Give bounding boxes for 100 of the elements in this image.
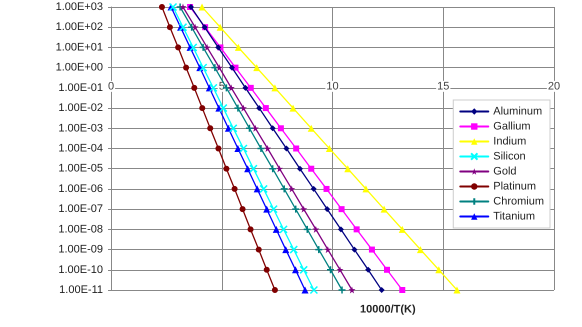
y-tick-label: 1.00E-06 [58, 182, 103, 195]
point [292, 266, 300, 274]
point [384, 266, 390, 273]
legend-label: Aluminum [493, 106, 542, 118]
point [215, 146, 222, 152]
point [399, 287, 406, 293]
point [283, 146, 290, 152]
point [310, 286, 318, 294]
point [303, 225, 312, 234]
point [299, 266, 308, 274]
point [183, 64, 190, 71]
point [416, 246, 424, 254]
point [290, 104, 297, 112]
point [272, 287, 278, 293]
point [310, 186, 317, 192]
point [280, 184, 288, 194]
point [279, 225, 288, 234]
x-tick-label: 15 [437, 80, 450, 92]
point [234, 104, 242, 112]
point [259, 184, 268, 194]
legend-label: Chromium [493, 196, 544, 208]
point [326, 266, 335, 274]
point [166, 24, 173, 30]
point [453, 286, 460, 294]
point [276, 165, 284, 172]
point [245, 124, 254, 133]
y-tick-label: 1.00E-10 [58, 264, 103, 276]
y-tick-label: 1.00E-11 [59, 284, 103, 296]
point [232, 186, 238, 192]
point [272, 226, 280, 233]
point [178, 22, 188, 32]
point [368, 246, 375, 253]
point [228, 84, 235, 92]
point [198, 4, 206, 10]
y-tick-label: 1.00E+00 [56, 62, 103, 74]
y-tick-label: 1.00E+01 [56, 41, 103, 54]
point [380, 206, 388, 213]
point [398, 226, 406, 233]
point [199, 105, 206, 112]
point [338, 226, 344, 232]
point [168, 2, 178, 12]
y-tick-label: 1.00E-02 [58, 102, 103, 114]
point [336, 266, 344, 274]
point [312, 226, 320, 233]
point [344, 165, 352, 172]
point [271, 84, 278, 92]
point [240, 206, 246, 212]
y-tick-label: 1.00E-05 [58, 162, 103, 175]
point [314, 245, 324, 254]
point [268, 164, 277, 173]
point [229, 124, 238, 133]
point [293, 146, 300, 152]
point [207, 125, 214, 132]
point [248, 226, 254, 232]
point [191, 84, 198, 91]
point [198, 63, 208, 72]
point [248, 84, 254, 91]
legend-label: Platinum [493, 180, 536, 192]
x-tick-label: 20 [548, 80, 560, 92]
point [348, 286, 356, 294]
y-tick-label: 1.00E+03 [56, 1, 103, 13]
point [264, 266, 270, 273]
point [324, 206, 330, 212]
point [256, 105, 262, 112]
point [324, 186, 330, 192]
point [362, 185, 370, 192]
point [240, 104, 247, 112]
point [289, 245, 298, 254]
point [249, 164, 258, 173]
point [228, 64, 235, 71]
y-tick-label: 1.00E+02 [56, 21, 103, 34]
legend-label: Gallium [493, 120, 531, 132]
point [175, 44, 182, 50]
point [288, 185, 296, 192]
point [300, 206, 308, 213]
point [219, 104, 228, 112]
point [269, 204, 278, 214]
point [351, 246, 358, 253]
point [262, 105, 269, 112]
y-tick-label: 1.00E-07 [58, 203, 103, 216]
legend-label: Indium [493, 136, 526, 148]
point [216, 24, 224, 31]
point [234, 145, 242, 152]
point [365, 266, 372, 273]
y-tick-label: 1.00E-01 [58, 82, 103, 94]
point [158, 4, 165, 10]
point [256, 144, 266, 153]
point [192, 24, 199, 31]
point [326, 145, 333, 152]
x-tick-label: 0 [108, 80, 114, 92]
y-tick-label: 1.00E-04 [58, 142, 103, 154]
point [270, 125, 276, 132]
point [239, 144, 248, 153]
legend-label: Titanium [493, 210, 536, 222]
point [179, 4, 186, 10]
point [223, 166, 230, 172]
point [354, 226, 360, 232]
point [253, 64, 260, 72]
point [263, 206, 270, 213]
point [302, 286, 309, 294]
